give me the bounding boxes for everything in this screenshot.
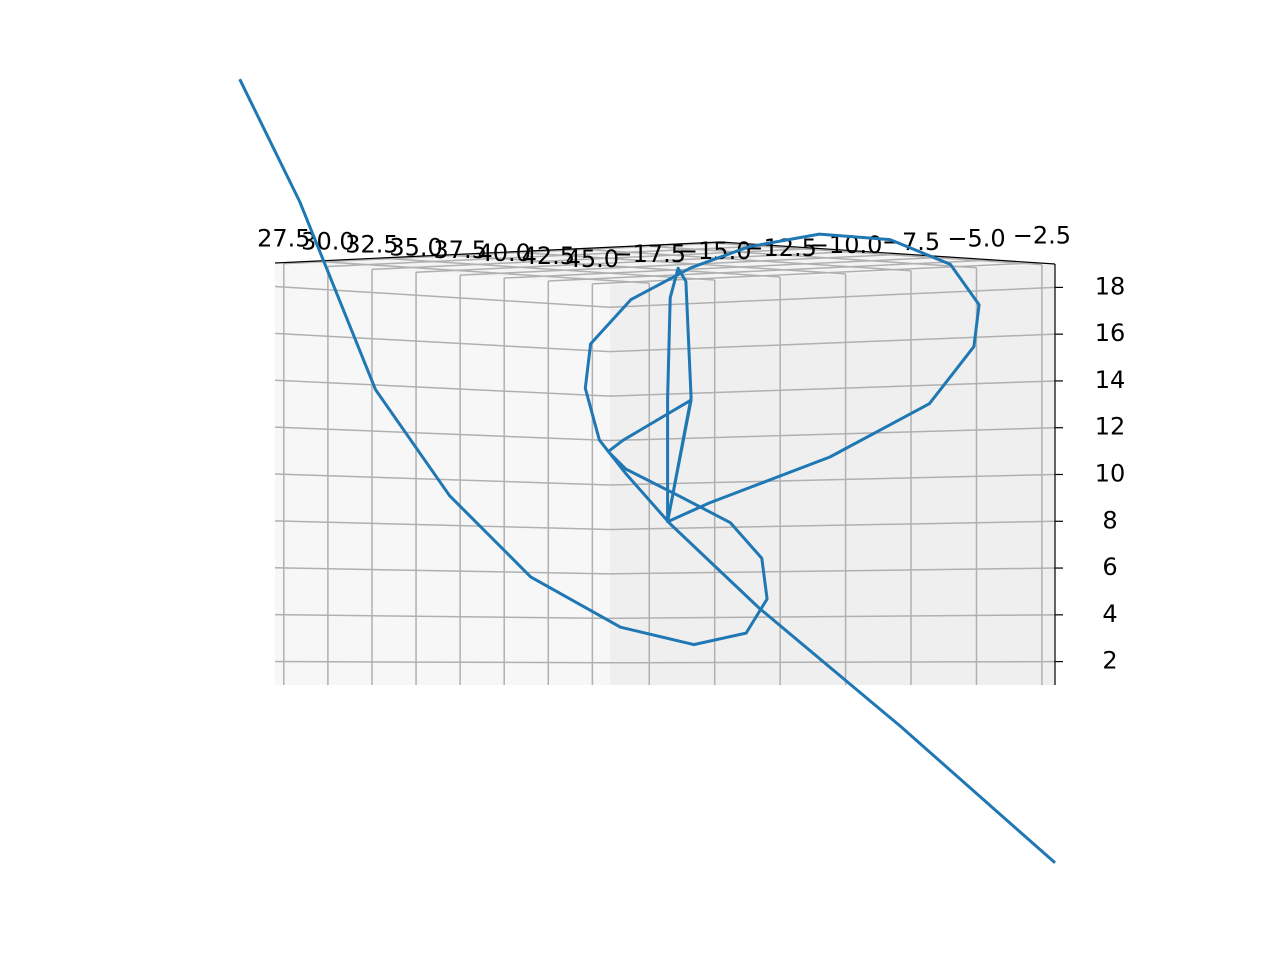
x-tick-label: 37.5 <box>433 236 486 264</box>
x-tick-label: 35.0 <box>389 233 442 261</box>
grid-line <box>609 567 1056 575</box>
x-tick-label: 45.0 <box>566 245 619 273</box>
grid-line <box>609 614 1056 620</box>
z-tick-label: 12 <box>1095 413 1126 441</box>
grid-line <box>609 333 1056 353</box>
z-tick-label: 18 <box>1095 272 1126 300</box>
grid-line <box>274 613 611 620</box>
z-tick-label: 14 <box>1095 366 1126 394</box>
grid-line <box>706 241 1042 266</box>
x-tick-label: 40.0 <box>477 239 530 267</box>
grid-line <box>609 520 1056 531</box>
x-tick-label: 30.0 <box>301 227 354 255</box>
grid-line <box>274 426 611 442</box>
z-tick-label: 10 <box>1095 460 1126 488</box>
axis-line <box>719 241 1056 265</box>
grid-line <box>274 379 611 397</box>
grid-line <box>641 244 977 269</box>
grid-line <box>609 380 1056 397</box>
x-tick-label: 42.5 <box>522 242 575 270</box>
grid-line <box>274 332 611 353</box>
grid-line <box>274 285 611 308</box>
grid-line <box>510 251 846 275</box>
z-tick-label: 6 <box>1102 553 1117 581</box>
pane-left <box>275 263 610 685</box>
grid-line <box>274 520 611 531</box>
grid-line <box>609 286 1056 308</box>
grid-line <box>379 257 715 281</box>
data-line <box>238 78 1056 864</box>
grid-line <box>609 473 1056 486</box>
y-tick-label: −12.5 <box>743 234 817 262</box>
x-tick-label: 27.5 <box>257 225 310 253</box>
axis-line <box>274 241 721 264</box>
grid-line <box>445 254 781 278</box>
x-tick-label: 32.5 <box>345 230 398 258</box>
y-tick-label: −2.5 <box>1013 222 1071 250</box>
z-tick-label: 2 <box>1102 647 1117 675</box>
z-tick-label: 8 <box>1102 506 1117 534</box>
grid-line <box>314 260 650 284</box>
pane-right <box>610 264 1055 685</box>
grid-line <box>274 660 611 664</box>
z-tick-label: 4 <box>1102 600 1117 628</box>
grid-line <box>609 660 1056 664</box>
y-tick-label: −17.5 <box>612 240 686 268</box>
y-tick-label: −7.5 <box>882 228 940 256</box>
z-tick-label: 16 <box>1095 319 1126 347</box>
y-tick-label: −5.0 <box>947 225 1005 253</box>
grid-line <box>575 248 912 272</box>
grid-line <box>274 473 611 486</box>
grid-line <box>274 567 611 575</box>
